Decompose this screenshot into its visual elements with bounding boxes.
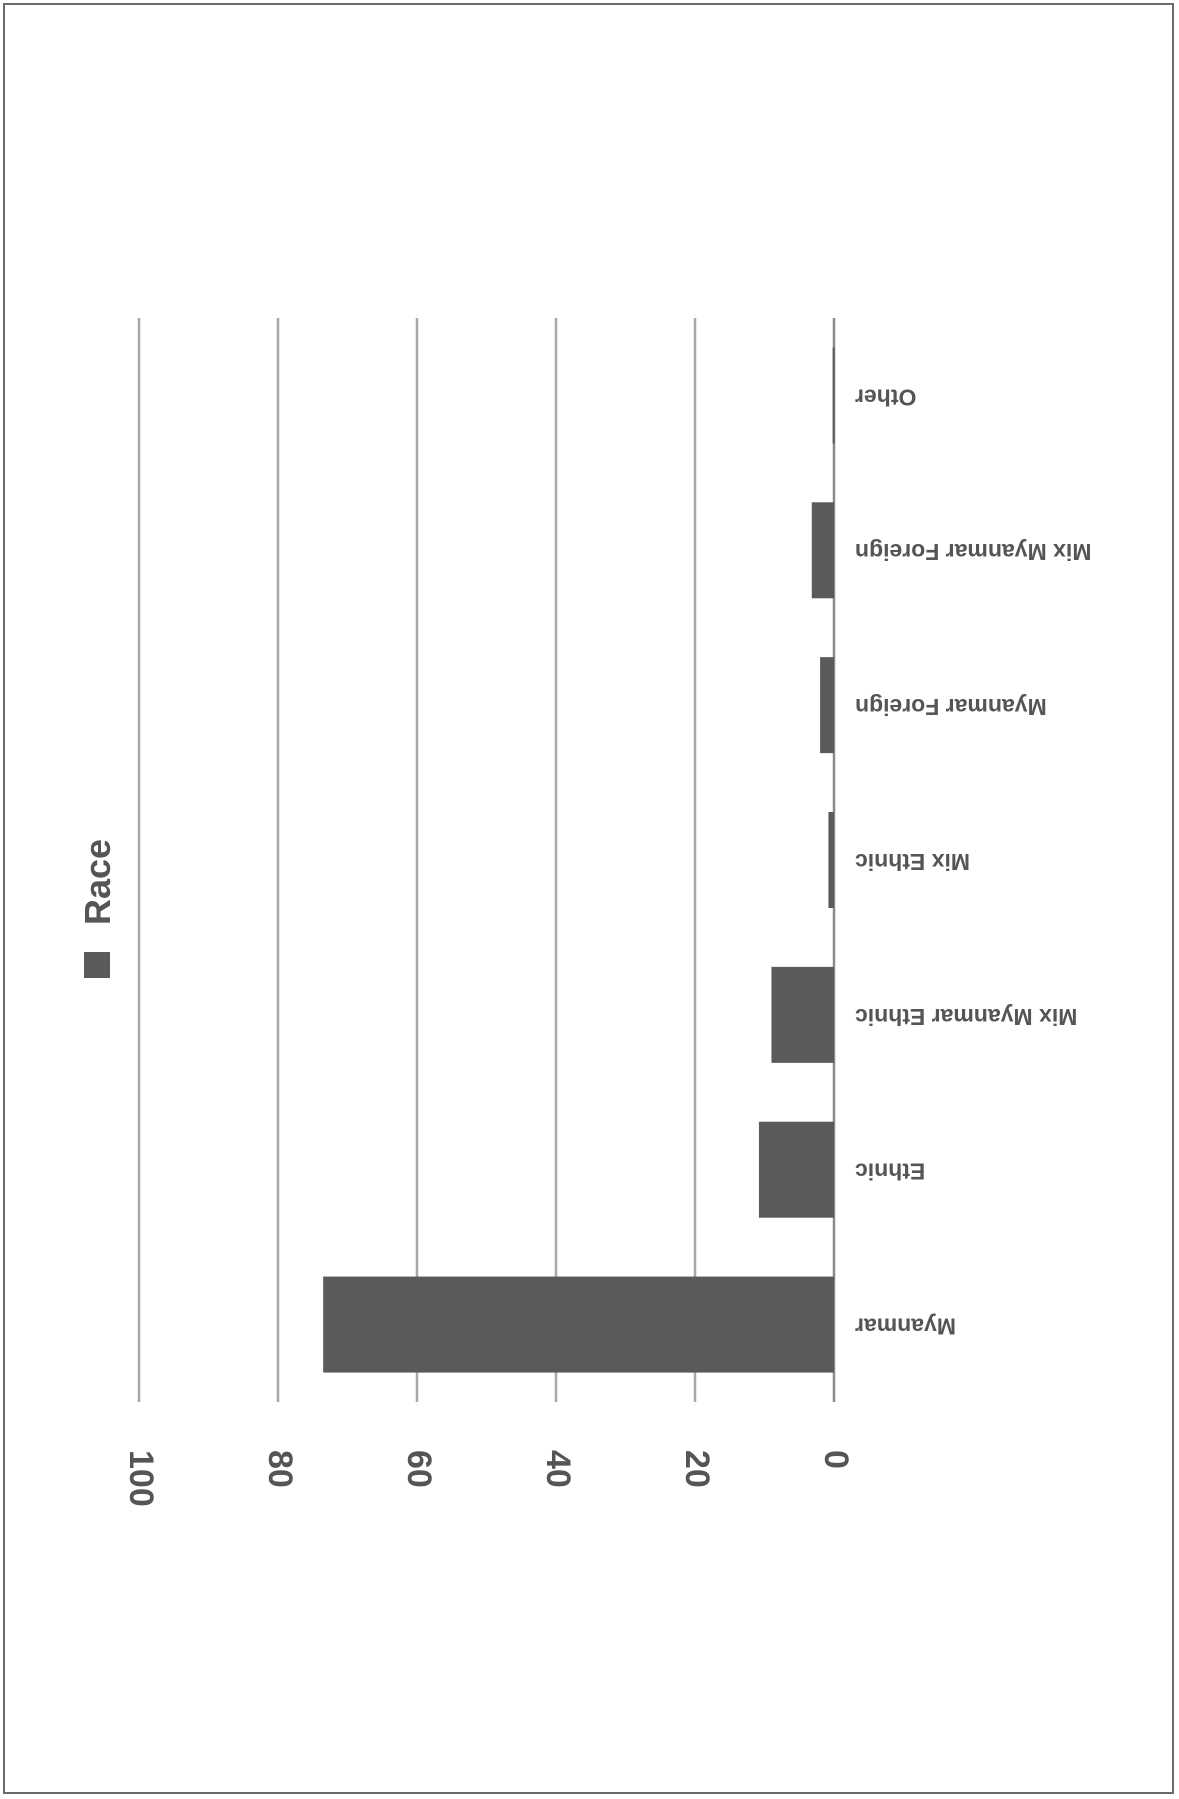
bar-myanmar	[323, 1276, 834, 1373]
y-tick-label: 60	[400, 1450, 438, 1488]
y-tick-label: 0	[817, 1450, 855, 1469]
y-tick-label: 100	[122, 1450, 160, 1507]
bar-myanmar-foreign	[820, 657, 834, 754]
legend: Race	[77, 839, 118, 978]
bar-mix-myanmar-foreign	[811, 502, 834, 599]
y-tick-labels: 0 20 40 60 80 100	[122, 1450, 855, 1507]
bar-mix-ethnic	[828, 812, 834, 908]
category-label: Mix Myanmar Foreign	[855, 539, 1091, 565]
bar-other	[832, 347, 835, 444]
bar-mix-myanmar-ethnic	[771, 966, 834, 1063]
category-label: Mix Ethnic	[855, 849, 970, 875]
gridlines	[137, 318, 836, 1402]
category-labels: Myanmar Ethnic Mix Myanmar Ethnic Mix Ethni…	[855, 384, 1092, 1339]
category-label: Myanmar	[855, 1313, 956, 1339]
chart-frame	[3, 3, 1174, 1794]
category-label: Mix Myanmar Ethnic	[855, 1004, 1078, 1030]
legend-swatch	[84, 952, 110, 978]
category-label: Other	[855, 384, 916, 410]
category-label: Myanmar Foreign	[855, 694, 1047, 720]
y-tick-label: 40	[539, 1450, 577, 1488]
bar-ethnic	[758, 1121, 834, 1218]
y-tick-label: 20	[678, 1450, 716, 1488]
category-label: Ethnic	[855, 1159, 925, 1185]
bars	[323, 347, 835, 1373]
y-tick-label: 80	[261, 1450, 299, 1488]
legend-label-race: Race	[77, 839, 118, 925]
plot-area: 0 20 40 60 80 100 Myanmar Ethnic Mix Myanmar Et…	[122, 318, 1091, 1507]
